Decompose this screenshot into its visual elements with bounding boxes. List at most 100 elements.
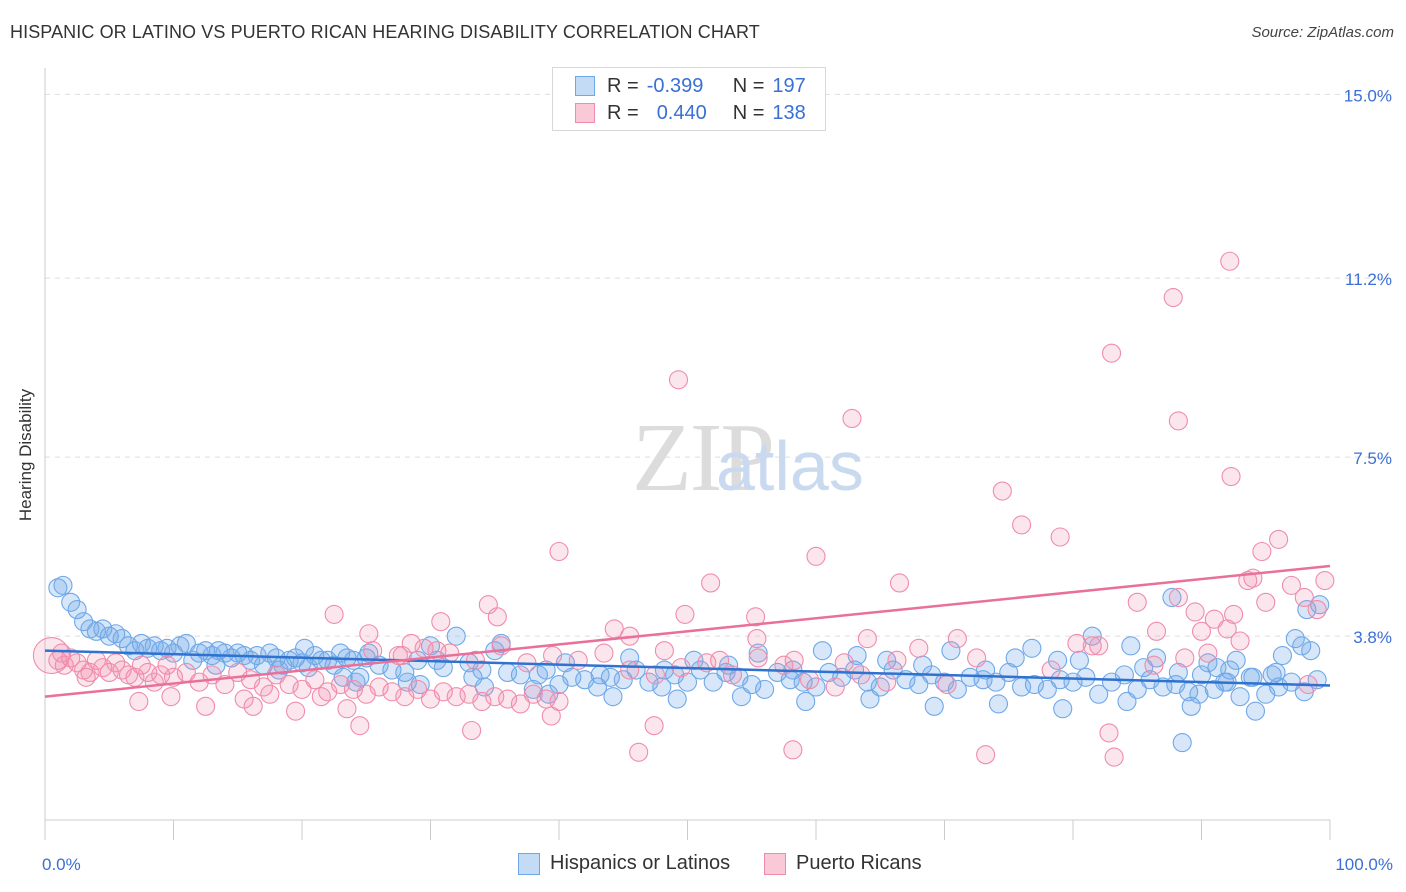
puerto-rican-point (746, 607, 766, 627)
bottom-legend-hispanic: Hispanics or Latinos (518, 852, 730, 875)
legend-swatch-blue (575, 76, 595, 96)
hispanic-point (1301, 641, 1321, 661)
puerto-rican-point (67, 653, 87, 673)
hispanic-point (295, 638, 315, 658)
puerto-rican-point (523, 684, 543, 704)
puerto-rican-point (161, 687, 181, 707)
hispanic-point (1172, 733, 1192, 753)
puerto-rican-point (279, 674, 299, 695)
hispanic-point (748, 643, 768, 663)
puerto-rican-point (800, 670, 820, 690)
puerto-rican-point (1175, 648, 1195, 668)
puerto-rican-point (343, 679, 363, 699)
hispanic-point (1240, 667, 1260, 687)
hispanic-point (1069, 650, 1089, 670)
legend-row-hispanic: R = -0.399 N = 197 (575, 74, 806, 98)
puerto-rican-point (909, 638, 929, 658)
hispanic-point (1048, 650, 1068, 670)
hispanic-point (1076, 667, 1096, 687)
legend-n-label: N = (732, 74, 765, 97)
puerto-rican-point (701, 573, 721, 593)
puerto-rican-point (1204, 609, 1224, 629)
puerto-rican-point (594, 643, 614, 663)
puerto-rican-point (1050, 527, 1070, 547)
puerto-rican-point (654, 641, 674, 661)
puerto-rican-point (382, 682, 402, 702)
hispanic-point (639, 672, 659, 692)
hispanic-point (1297, 600, 1317, 620)
puerto-rican-point (324, 604, 344, 624)
hispanic-point (1121, 636, 1141, 656)
puerto-rican-point (1220, 251, 1240, 271)
puerto-rican-point (967, 648, 987, 668)
hispanic-point (1281, 672, 1301, 692)
puerto-rican-point (825, 677, 845, 697)
puerto-rican-point (408, 679, 428, 699)
puerto-rican-point (1185, 602, 1205, 622)
puerto-rican-point (337, 699, 357, 719)
hispanic-point (1162, 587, 1182, 608)
legend-row-puerto-rican: R = 0.440 N = 138 (575, 101, 806, 125)
hispanic-point (1146, 648, 1167, 668)
puerto-rican-point (851, 665, 871, 685)
hispanic-point (1022, 638, 1042, 658)
puerto-rican-point (947, 629, 967, 649)
watermark-zip: ZIP (632, 404, 773, 512)
puerto-rican-point (433, 682, 453, 702)
chart-title: HISPANIC OR LATINO VS PUERTO RICAN HEARI… (10, 22, 760, 42)
puerto-rican-point (976, 745, 996, 765)
puerto-rican-point (1294, 587, 1314, 608)
hispanic-point (587, 677, 608, 697)
puerto-rican-point (675, 604, 695, 624)
puerto-rican-point (286, 701, 306, 721)
puerto-rican-point (487, 607, 507, 627)
puerto-rican-point (431, 612, 451, 632)
puerto-rican-point (260, 684, 280, 704)
hispanic-point (1089, 684, 1109, 704)
puerto-rican-point (1307, 600, 1327, 620)
puerto-rican-point (32, 636, 70, 675)
puerto-rican-point (992, 481, 1012, 501)
puerto-rican-point (76, 667, 96, 687)
legend-swatch-pink (575, 103, 595, 123)
grid-lines (45, 93, 1392, 637)
hispanic-point (523, 679, 543, 699)
hispanic-point (613, 670, 633, 690)
puerto-rican-point (196, 696, 216, 716)
puerto-rican-point (1221, 466, 1241, 487)
puerto-rican-point (157, 655, 177, 675)
hispanic-point (1082, 626, 1102, 646)
hispanic-point (1053, 699, 1073, 719)
axes (44, 68, 1331, 840)
puerto-rican-point (163, 667, 184, 687)
puerto-rican-point (857, 629, 877, 649)
puerto-rican-point (1191, 621, 1212, 641)
puerto-rican-point (465, 650, 486, 670)
hispanic-point (176, 633, 196, 653)
hispanic-point (397, 672, 417, 692)
hispanic-point (1005, 648, 1025, 668)
puerto-rican-point (834, 653, 854, 673)
hispanic-point (1181, 696, 1201, 716)
puerto-rican-point (748, 648, 768, 668)
y-tick-label: 15.0% (1344, 86, 1392, 105)
puerto-rican-point (1315, 570, 1335, 591)
legend-r-label: R = (607, 101, 639, 124)
puerto-rican-point (644, 716, 664, 736)
puerto-rican-point (1082, 636, 1102, 656)
puerto-rican-point (498, 689, 518, 709)
hispanic-point (93, 619, 113, 639)
puerto-rican-point (710, 650, 730, 670)
hispanic-point (48, 578, 68, 598)
x-tick-label-max: 100.0% (1335, 855, 1393, 874)
puerto-rican-point (243, 696, 263, 716)
watermark-atlas: atlas (716, 427, 864, 505)
puerto-rican-point (629, 742, 649, 762)
puerto-rican-trend-line (44, 564, 1331, 698)
hispanic-point (731, 687, 752, 707)
legend-n-label: N = (732, 101, 765, 124)
hispanic-point (796, 691, 816, 712)
hispanic-point (652, 677, 672, 697)
hispanic-point (988, 694, 1009, 714)
puerto-rican-point (1230, 631, 1250, 651)
